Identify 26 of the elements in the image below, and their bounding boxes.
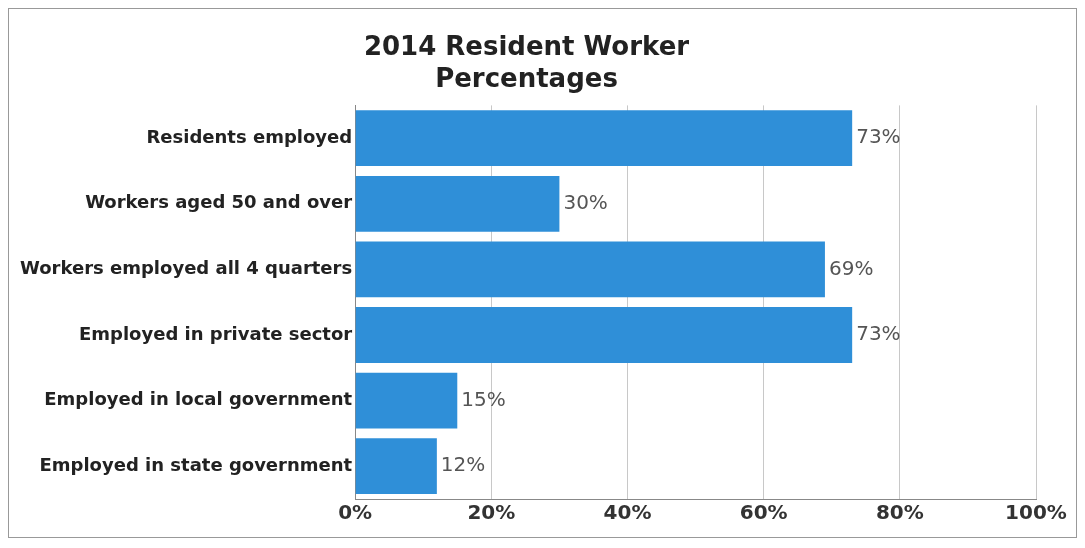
data-label: 73% — [856, 321, 901, 346]
x-tick-label: 100% — [1005, 500, 1067, 525]
text: Percentages — [435, 62, 618, 93]
data-label: 15% — [461, 386, 506, 411]
y-tick-label: Workers aged 50 and over — [85, 191, 353, 213]
bar — [355, 175, 560, 232]
bar — [355, 110, 853, 167]
data-label: 30% — [563, 190, 608, 214]
y-tick-label: Employed in state government — [39, 453, 353, 475]
bar — [355, 307, 853, 363]
x-tick-label: 40% — [603, 500, 652, 525]
bar — [355, 438, 437, 495]
text: 2014 Resident Worker — [363, 31, 690, 62]
y-tick-label: Residents employed — [146, 125, 353, 147]
data-label: 12% — [440, 452, 486, 477]
y-tick-label: Employed in local government — [44, 388, 353, 410]
x-tick-label: 60% — [739, 500, 788, 525]
x-tick-label: 80% — [875, 500, 924, 525]
x-tick-label: 20% — [467, 500, 516, 525]
data-label: 73% — [856, 124, 901, 149]
y-tick-label: Employed in private sector — [79, 322, 353, 344]
data-label: 69% — [828, 255, 874, 280]
bar — [355, 241, 825, 298]
y-tick-label: Workers employed all 4 quarters — [20, 257, 353, 279]
x-tick-label: 0% — [338, 500, 373, 525]
bar — [355, 372, 458, 429]
